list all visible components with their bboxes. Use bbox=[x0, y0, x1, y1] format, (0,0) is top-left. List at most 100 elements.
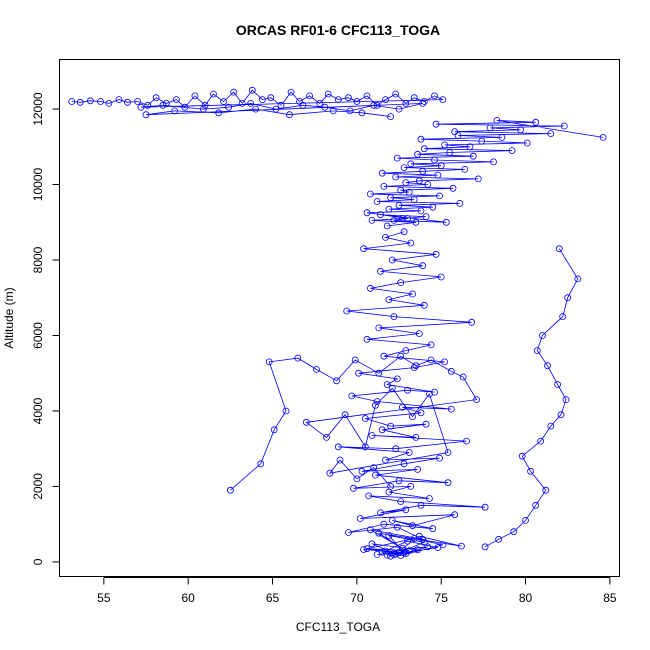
data-point bbox=[562, 396, 570, 404]
data-point bbox=[326, 469, 334, 477]
data-point bbox=[523, 139, 531, 147]
data-point bbox=[380, 352, 388, 360]
data-point bbox=[412, 362, 420, 370]
data-point bbox=[258, 96, 266, 103]
data-point bbox=[436, 454, 443, 462]
data-point bbox=[353, 98, 361, 105]
data-point bbox=[441, 358, 449, 366]
data-point bbox=[366, 284, 374, 292]
data-point bbox=[358, 467, 366, 475]
data-point bbox=[371, 401, 379, 409]
data-point bbox=[451, 128, 459, 136]
data-point bbox=[420, 145, 428, 153]
data-point bbox=[405, 188, 413, 196]
data-point bbox=[137, 103, 145, 111]
data-point bbox=[417, 501, 425, 509]
series-line-4 bbox=[230, 355, 478, 491]
data-point bbox=[468, 318, 476, 326]
data-point bbox=[397, 186, 405, 194]
data-point bbox=[393, 523, 401, 531]
data-point bbox=[473, 396, 481, 404]
data-point bbox=[388, 256, 396, 264]
data-point bbox=[159, 101, 167, 109]
data-point bbox=[356, 515, 364, 522]
data-point bbox=[316, 100, 324, 107]
data-point bbox=[392, 445, 400, 453]
y-tick-label: 4000 bbox=[31, 397, 45, 424]
y-axis: 0 2000 4000 6000 8000 10000 12000 bbox=[31, 92, 60, 565]
data-point bbox=[366, 190, 374, 198]
data-point bbox=[257, 460, 265, 468]
data-point bbox=[481, 503, 489, 511]
data-point bbox=[407, 482, 415, 490]
data-point bbox=[422, 213, 430, 221]
data-point bbox=[405, 449, 413, 456]
series-line-2 bbox=[366, 120, 604, 227]
data-point bbox=[363, 335, 371, 343]
data-point bbox=[392, 90, 400, 98]
data-point bbox=[397, 279, 405, 287]
data-point bbox=[547, 130, 555, 138]
data-point bbox=[172, 96, 180, 103]
data-point bbox=[454, 132, 462, 139]
data-point bbox=[390, 216, 398, 224]
data-point bbox=[361, 415, 369, 422]
data-point bbox=[329, 107, 337, 115]
data-point bbox=[414, 465, 422, 473]
data-point bbox=[555, 245, 563, 253]
data-point bbox=[336, 456, 344, 464]
data-point bbox=[441, 141, 449, 149]
data-point bbox=[360, 546, 368, 553]
data-point bbox=[201, 101, 209, 109]
data-point bbox=[409, 413, 416, 421]
data-point bbox=[343, 307, 351, 315]
data-point bbox=[368, 432, 376, 439]
data-point bbox=[398, 544, 406, 552]
data-point bbox=[409, 290, 416, 298]
data-point bbox=[76, 98, 84, 106]
data-point bbox=[282, 407, 290, 415]
data-point bbox=[191, 92, 199, 100]
data-point bbox=[437, 273, 445, 281]
data-point bbox=[105, 100, 113, 107]
data-point bbox=[181, 103, 189, 111]
data-point bbox=[457, 542, 465, 550]
data-point bbox=[451, 511, 459, 519]
data-point bbox=[532, 118, 540, 126]
data-point bbox=[481, 543, 489, 551]
data-point bbox=[432, 120, 440, 128]
data-point bbox=[378, 426, 386, 434]
data-point bbox=[407, 160, 415, 168]
data-point bbox=[378, 548, 386, 556]
data-point bbox=[424, 543, 432, 551]
data-point bbox=[371, 471, 379, 479]
data-point bbox=[404, 537, 411, 545]
data-point bbox=[510, 528, 518, 536]
data-point bbox=[412, 218, 420, 226]
data-point bbox=[353, 475, 361, 483]
data-point bbox=[350, 484, 357, 492]
data-point bbox=[152, 94, 160, 102]
series-line-1 bbox=[338, 231, 486, 557]
data-point bbox=[387, 422, 395, 430]
data-point bbox=[375, 324, 383, 332]
data-point bbox=[382, 456, 389, 464]
x-tick-label: 80 bbox=[519, 591, 533, 605]
data-point bbox=[417, 135, 425, 143]
data-point bbox=[508, 147, 516, 155]
data-point bbox=[436, 192, 443, 200]
series-line-3 bbox=[71, 89, 444, 117]
data-point bbox=[373, 198, 381, 205]
data-point bbox=[474, 175, 482, 183]
data-point bbox=[409, 522, 416, 530]
data-point bbox=[382, 233, 389, 241]
data-point bbox=[142, 111, 150, 119]
data-point bbox=[557, 411, 565, 419]
data-point bbox=[368, 540, 376, 548]
data-point bbox=[377, 509, 384, 517]
data-point bbox=[363, 92, 371, 100]
data-point bbox=[377, 267, 384, 275]
data-point bbox=[334, 96, 342, 103]
data-point bbox=[97, 98, 104, 105]
data-point bbox=[447, 405, 455, 413]
